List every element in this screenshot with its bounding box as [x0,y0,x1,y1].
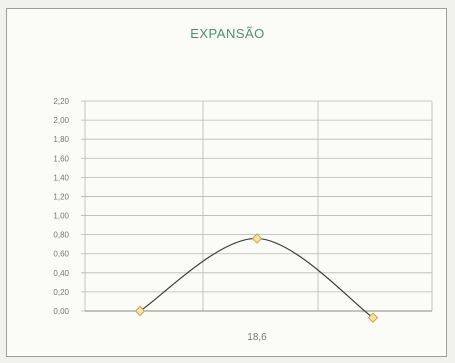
y-tick-label: 0,00 [53,307,69,316]
y-tick-label: 1,40 [53,173,69,182]
data-point-marker [134,305,146,317]
y-tick-label: 2,20 [53,97,69,106]
series-line [139,237,374,319]
chart-title: EXPANSÃO [190,26,265,41]
y-tick-label: 1,00 [53,212,69,221]
y-tick-label: 1,20 [53,192,69,201]
y-tick-label: 2,00 [53,116,69,125]
y-tick-label: 1,60 [53,154,69,163]
y-tick-label: 1,80 [53,135,69,144]
y-tick-label: 0,60 [53,250,69,259]
x-tick-label: 18,6 [247,332,267,343]
data-point-marker [367,312,379,323]
y-tick-label: 0,80 [53,231,69,240]
data-point-marker [251,233,263,244]
chart-frame [6,8,447,357]
y-tick-label: 0,40 [53,269,69,278]
y-tick-label: 0,20 [53,288,69,297]
